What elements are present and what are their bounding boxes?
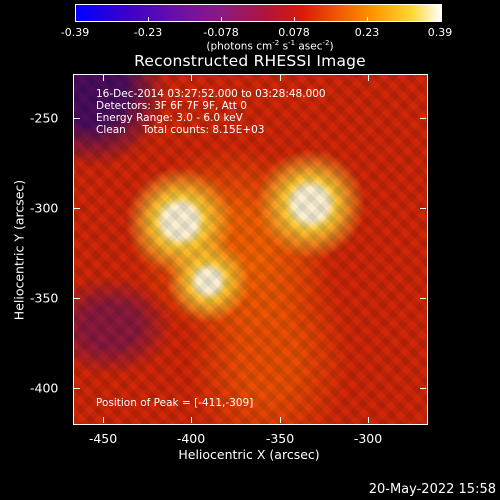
- clean-counts-text: Clean Total counts: 8.15E+03: [96, 124, 265, 136]
- timestamp: 20-May-2022 15:58: [368, 482, 496, 497]
- colorbar-tick: [221, 17, 222, 22]
- y-tick: [74, 208, 80, 209]
- energy-range-text: Energy Range: 3.0 - 6.0 keV: [96, 112, 243, 124]
- y-tick-right: [420, 388, 426, 389]
- y-tick: [74, 118, 80, 119]
- y-tick-label: -300: [30, 200, 59, 216]
- colorbar-tick-label: 0.23: [354, 26, 380, 39]
- colorbar-tick-label: -0.078: [203, 26, 239, 39]
- y-tick-label: -400: [30, 380, 59, 396]
- x-tick-top: [280, 75, 281, 81]
- time-range-text: 16-Dec-2014 03:27:52.000 to 03:28:48.000: [96, 88, 326, 100]
- colorbar-tick: [148, 17, 149, 22]
- colorbar-tick-label: 0.39: [427, 26, 453, 39]
- x-tick-label: -300: [353, 431, 383, 446]
- colorbar-units-label: (photons cm-2 s-1 asec-2): [206, 39, 334, 53]
- y-axis-label: Heliocentric Y (arcsec): [11, 179, 27, 321]
- image-texture: [74, 75, 427, 424]
- y-tick-label: -250: [30, 110, 59, 126]
- peak-position-text: Position of Peak = [-411,-309]: [96, 397, 254, 409]
- plot-title: Reconstructed RHESSI Image: [134, 52, 366, 70]
- y-tick-right: [420, 118, 426, 119]
- x-tick: [280, 417, 281, 423]
- y-tick-right: [420, 208, 426, 209]
- x-tick-top: [368, 75, 369, 81]
- x-tick-label: -400: [176, 431, 206, 446]
- y-tick-right: [420, 298, 426, 299]
- x-tick-label: -450: [88, 431, 118, 446]
- x-tick: [191, 417, 192, 423]
- x-tick-label: -350: [265, 431, 295, 446]
- colorbar-tick-label: -0.39: [60, 26, 90, 39]
- detectors-text: Detectors: 3F 6F 7F 9F, Att 0: [96, 100, 247, 112]
- rhessi-image: 16-Dec-2014 03:27:52.000 to 03:28:48.000…: [73, 74, 428, 425]
- y-tick-label: -350: [30, 290, 59, 306]
- x-tick-top: [191, 75, 192, 81]
- x-tick-top: [103, 75, 104, 81]
- x-tick: [103, 417, 104, 423]
- colorbar-tick: [440, 17, 441, 22]
- colorbar-tick-label: 0.078: [278, 26, 310, 39]
- y-tick: [74, 298, 80, 299]
- x-axis-label: Heliocentric X (arcsec): [178, 447, 320, 462]
- colorbar-tick: [75, 17, 76, 22]
- colorbar-tick-label: -0.23: [133, 26, 163, 39]
- colorbar-tick: [294, 17, 295, 22]
- colorbar: [75, 4, 442, 22]
- colorbar-tick: [367, 17, 368, 22]
- x-tick: [368, 417, 369, 423]
- y-tick: [74, 388, 80, 389]
